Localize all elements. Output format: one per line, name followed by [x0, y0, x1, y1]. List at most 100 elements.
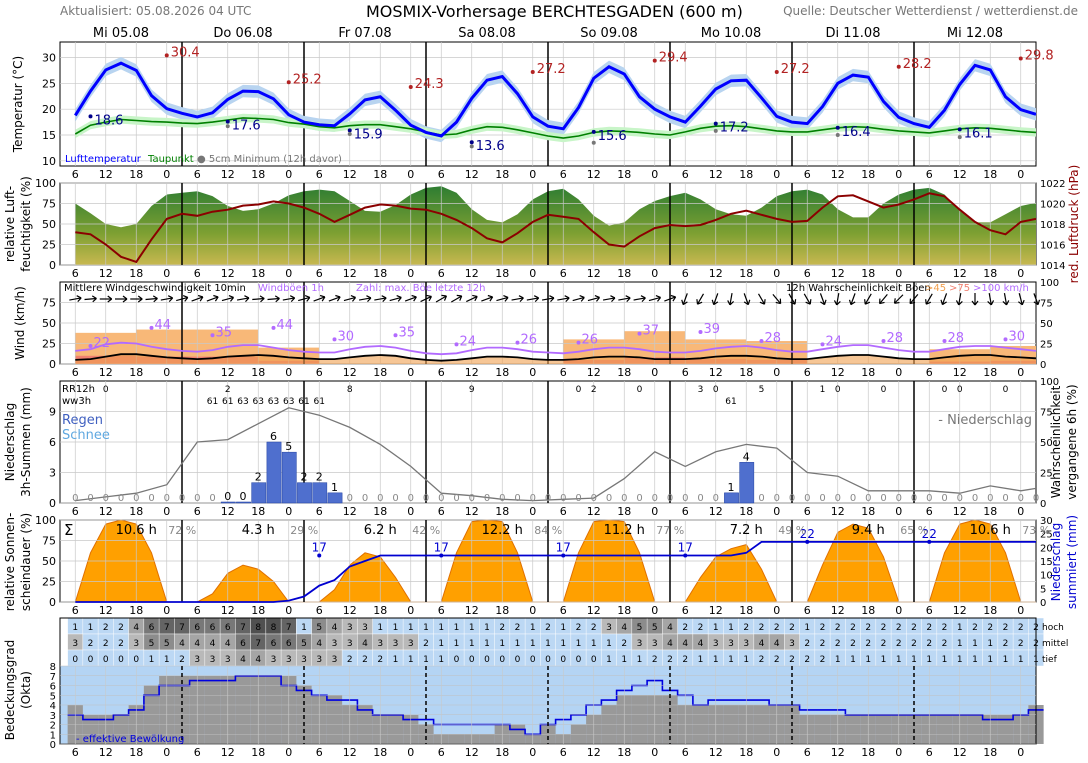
cloud-hour-tick: 18	[495, 746, 509, 759]
wind-arrow	[664, 294, 677, 302]
wind-ytick-right: 100	[1040, 278, 1059, 289]
cloud-total-bar	[875, 714, 892, 744]
day-label-3: Sa 08.08	[458, 26, 516, 41]
precip-label: 0	[682, 493, 688, 504]
precip-label: 0	[484, 493, 490, 504]
cloud-layer-value: 3	[194, 655, 200, 665]
precip-label: 0	[362, 493, 368, 504]
precip-label: 2	[316, 471, 323, 484]
cloud-layer-value: 2	[576, 623, 582, 633]
wind-arrow	[282, 295, 296, 303]
pressure-ytick: 1014	[1040, 261, 1065, 272]
cloud-layer-value: 2	[942, 623, 948, 633]
wind-arrow-shaft	[374, 297, 387, 301]
wind-arrow-shaft	[69, 297, 82, 301]
wind-hour-tick: 12	[709, 366, 723, 379]
wind-hour-tick: 0	[163, 366, 170, 379]
max-gust-label: 28	[765, 331, 782, 346]
wind-arrow-head	[955, 300, 963, 306]
temp-ytick: 25	[42, 77, 56, 90]
cloud-layer-value: 1	[713, 623, 719, 633]
wind-arrow-head	[137, 295, 143, 303]
wind-arrow-shaft	[191, 296, 204, 302]
wind-arrow-shaft	[1018, 293, 1023, 305]
cloud-layer-value: 0	[484, 655, 490, 665]
cloud-layer-value: 3	[271, 655, 277, 665]
cloud-layer-value: 1	[804, 623, 810, 633]
cloud-layer-value: 1	[560, 623, 566, 633]
sun-ytick: 0	[49, 596, 56, 609]
wind-hour-tick: 12	[953, 366, 967, 379]
hum-hour-tick: 12	[709, 267, 723, 280]
cloud-layer-value: 2	[774, 655, 780, 665]
cloud-total-bar	[82, 714, 99, 744]
hum-hour-tick: 12	[99, 267, 113, 280]
precip-label: 0	[209, 493, 215, 504]
wind-arrow-shaft	[221, 296, 234, 302]
wind-hour-tick: 6	[72, 366, 79, 379]
hum-hour-tick: 0	[529, 267, 536, 280]
temperature-line	[74, 61, 1037, 138]
cloud-layer-value: 1	[377, 623, 383, 633]
cloud-layer-value: 3	[637, 639, 643, 649]
precip-label: 0	[636, 493, 642, 504]
tmin-marker	[957, 127, 962, 132]
wind-arrow	[864, 293, 872, 305]
wind-arrow-shaft	[836, 292, 840, 306]
ww3h-code: 63	[268, 397, 279, 407]
wind-arrow	[389, 295, 402, 302]
wind-arrow-head	[594, 295, 601, 302]
wind-arrow	[343, 295, 357, 302]
cloud-layer-value: 4	[194, 639, 200, 649]
cloud-layer-value: 4	[316, 639, 322, 649]
sun-hour-tick: 12	[953, 604, 967, 617]
ww3h-code: 61	[222, 397, 233, 407]
wind-arrow-shaft	[819, 293, 826, 305]
hum-ylabel-2: feuchtigkeit (%)	[19, 176, 33, 272]
hum-hour-tick: 6	[682, 267, 689, 280]
cloud-layer-value: 1	[606, 655, 612, 665]
max-gust-label: 35	[399, 325, 416, 340]
cloud-layer-value: 1	[438, 639, 444, 649]
cloud-layer-value: 3	[393, 639, 399, 649]
prob-ytick: 50	[1040, 438, 1053, 449]
cloud-layer-value: 2	[667, 655, 673, 665]
temp-hour-tick: 0	[1017, 168, 1024, 181]
ground-min-marker	[225, 124, 230, 129]
legend-dewpoint: Taupunkt	[147, 154, 194, 165]
wind-arrow-head	[487, 294, 494, 302]
dew-band	[75, 113, 1037, 143]
cloud-layer-value: 2	[347, 655, 353, 665]
ground-min-marker	[835, 133, 840, 137]
sun-hours-label: 12.2 h	[482, 523, 523, 538]
precip-label: 0	[148, 493, 154, 504]
cloud-total-bar	[997, 714, 1014, 744]
wind-arrow	[358, 295, 372, 303]
cloud-layer-value: 4	[240, 655, 246, 665]
wind-arrow-head	[197, 294, 204, 302]
prec-ylabel-1: Niederschlag	[3, 403, 17, 481]
cloud-ylabel-2: (Okta)	[19, 671, 33, 709]
prec-ytick: 6	[49, 436, 56, 449]
prec-hour-tick: 12	[99, 505, 113, 518]
ground-min-marker	[347, 131, 352, 136]
cloud-layer-value: 3	[225, 655, 231, 665]
temp-hour-tick: 0	[407, 168, 414, 181]
wind-arrow-head	[213, 294, 219, 302]
max-gust-marker	[759, 339, 764, 344]
wind-hour-tick: 6	[316, 366, 323, 379]
cloud-layer-value: 1	[743, 655, 749, 665]
wind-hour-tick: 12	[99, 366, 113, 379]
prob-ytick: 100	[1040, 377, 1059, 388]
cloud-total-bar	[967, 714, 983, 744]
wind-arrow-head	[893, 298, 900, 304]
temp-hour-tick: 6	[438, 168, 445, 181]
wind-arrow-head	[1002, 300, 1010, 306]
cloud-layer-value: 2	[118, 639, 124, 649]
wind-hour-tick: 0	[651, 366, 658, 379]
pressure-ytick: 1018	[1040, 220, 1065, 231]
cloud-layer-value: 1	[454, 639, 460, 649]
wind-arrow-head	[319, 294, 326, 302]
cloud-layer-value: 1	[88, 623, 94, 633]
